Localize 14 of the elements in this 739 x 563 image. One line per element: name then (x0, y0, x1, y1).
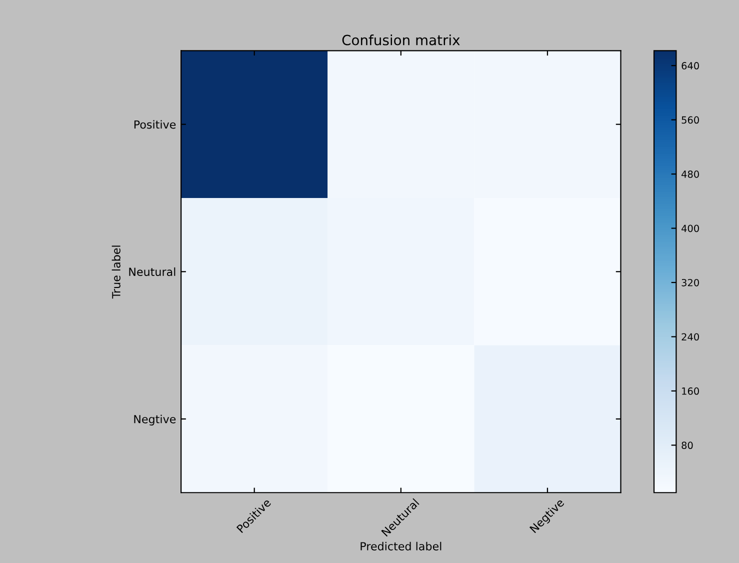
chart-title: Confusion matrix (342, 34, 460, 46)
y-tick-label: Positive (134, 120, 176, 129)
y-tick-label: Negtive (134, 414, 176, 426)
color-bar-label: 560 (682, 116, 699, 124)
color-bar-label: 320 (682, 278, 699, 286)
color-bar-label: 240 (682, 333, 699, 341)
color-bar-label: 160 (682, 387, 699, 395)
y-tick-label: Neutural (129, 267, 176, 276)
color-bar-label: 640 (682, 62, 699, 70)
color-bar-label: 480 (682, 170, 699, 178)
x-axis-title: Predicted label (360, 542, 442, 550)
y-axis-title: True label (112, 246, 120, 299)
color-bar-label: 400 (682, 224, 699, 232)
color-bar-label: 80 (682, 442, 693, 450)
